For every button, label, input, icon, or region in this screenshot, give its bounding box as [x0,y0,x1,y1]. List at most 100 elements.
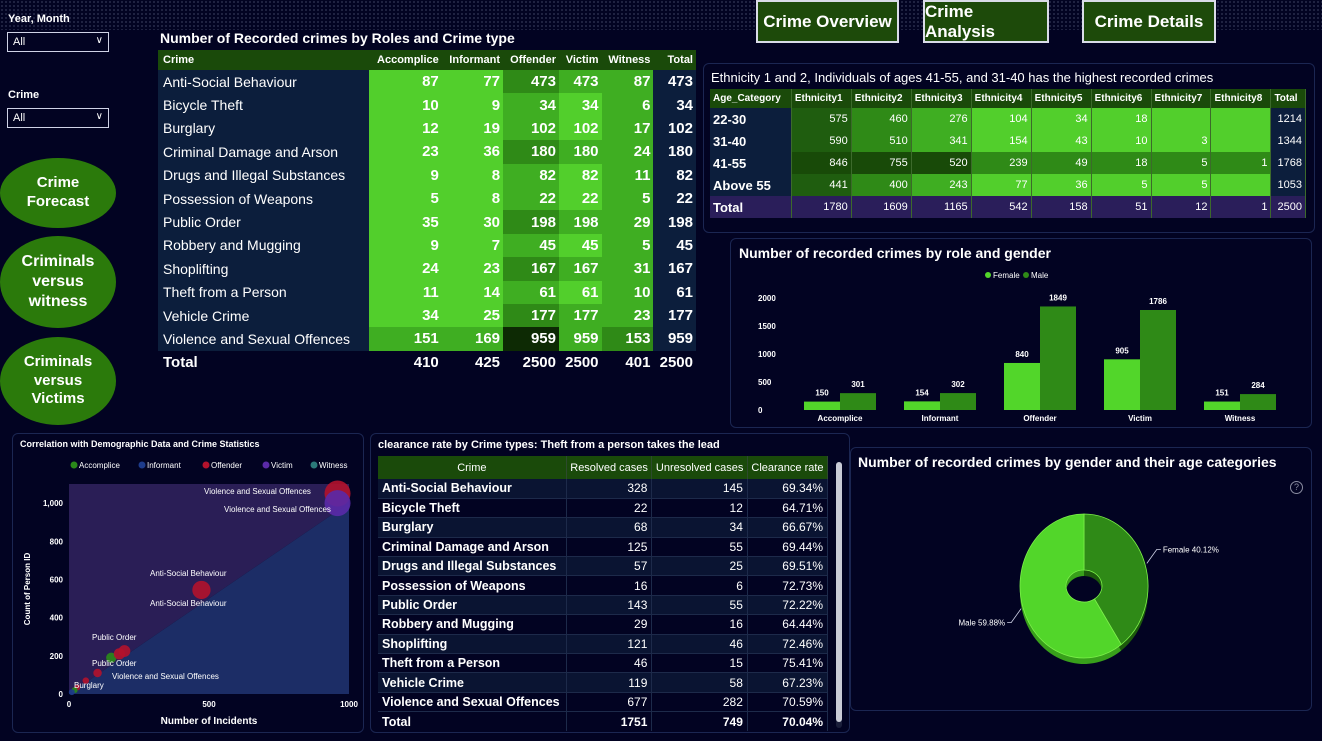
table-row[interactable]: 22-30 575 460 276 104 34 18 1214 [710,108,1306,130]
crime-forecast-button[interactable]: Crime Forecast [0,158,116,228]
scatter-point[interactable] [113,648,126,660]
value-cell: 177 [653,303,696,328]
scatter-point[interactable] [93,668,102,678]
table-row[interactable]: Public Order 35 30 198 198 29 198 [158,210,696,234]
clearance-scrollbar[interactable] [836,462,842,728]
crime-name-cell: Shoplifting [378,634,567,655]
crime-slicer[interactable]: All ∨ [7,108,109,128]
ethnicity-table: Age_Category Ethnicity1 Ethnicity2 Ethnicit… [710,89,1306,218]
scatter-point[interactable] [192,580,211,600]
table-row[interactable]: Anti-Social Behaviour 328 145 69.34% [378,479,829,499]
value-cell: 6 [651,575,748,596]
table-row[interactable]: Criminal Damage and Arson 23 36 180 180 24 180 [158,140,696,164]
column-header[interactable]: Age_Category [710,89,792,108]
value-cell: 34 [368,303,442,328]
value-cell: 10 [368,93,442,117]
column-header[interactable]: Total [1270,89,1306,108]
bar-female[interactable] [904,401,940,410]
scatter-point[interactable] [82,677,90,684]
table-row[interactable]: Burglary 12 19 102 102 17 102 [158,116,696,141]
table-row[interactable]: Anti-Social Behaviour 87 77 473 473 87 473 [158,70,696,94]
table-row[interactable]: Shoplifting 24 23 167 167 31 167 [158,257,696,281]
scatter-point[interactable] [68,689,75,696]
table-row[interactable]: Vehicle Crime 119 58 67.23% [378,672,829,693]
bar-female[interactable] [1104,359,1140,410]
crime-analysis-button[interactable]: Crime Analysis [923,0,1049,43]
table-row[interactable]: 41-55 846 755 520 239 49 18 5 1 1768 [710,152,1306,174]
value-cell: 23 [601,303,654,328]
column-header[interactable]: Total [653,50,696,70]
table-row[interactable]: Shoplifting 121 46 72.46% [378,634,829,655]
bar-male[interactable] [1240,394,1276,410]
bar-male[interactable] [940,393,976,410]
bar-male[interactable] [1040,306,1076,410]
column-header[interactable]: Ethnicity1 [791,89,852,108]
donut-slice-female[interactable] [1083,513,1149,646]
criminals-vs-victims-button[interactable]: Criminals versus Victims [0,337,116,425]
column-header[interactable]: Ethnicity5 [1031,89,1092,108]
crime-details-button[interactable]: Crime Details [1082,0,1216,43]
column-header[interactable]: Unresolved cases [651,456,748,479]
column-header[interactable]: Ethnicity6 [1091,89,1152,108]
x-tick-label: 1000 [340,700,358,709]
table-row[interactable]: Criminal Damage and Arson 125 55 69.44% [378,537,829,558]
table-row[interactable]: Violence and Sexual Offences 151 169 959 959… [158,327,696,351]
crime-name-cell: Public Order [378,595,567,616]
table-row[interactable]: Theft from a Person 46 15 75.41% [378,653,829,674]
column-header[interactable]: Crime [158,50,369,70]
bar-female[interactable] [1004,362,1040,410]
table-row[interactable]: Above 55 441 400 243 77 36 5 5 1053 [710,174,1306,196]
table-row[interactable]: Burglary 68 34 66.67% [378,517,829,538]
value-cell: 75.41% [747,653,829,674]
bar-male[interactable] [1140,309,1176,410]
crime-overview-button[interactable]: Crime Overview [756,0,899,43]
column-header[interactable]: Ethnicity4 [971,89,1032,108]
column-header[interactable]: Clearance rate [747,456,829,479]
column-header[interactable]: Ethnicity7 [1151,89,1212,108]
column-header[interactable]: Resolved cases [566,456,653,479]
scrollbar-thumb[interactable] [836,462,842,722]
value-cell: 473 [653,70,696,94]
value-cell: 180 [559,140,602,164]
gender-role-title: Number of recorded crimes by role and ge… [739,245,1051,261]
help-icon[interactable]: ? [1290,481,1303,494]
total-cell: 542 [971,196,1032,218]
age-category-cell: Above 55 [710,174,792,196]
table-row[interactable]: Public Order 143 55 72.22% [378,595,829,616]
column-header[interactable]: Informant [441,50,504,70]
criminals-vs-witness-button[interactable]: Criminals versus witness [0,236,116,328]
bar-female[interactable] [804,401,840,410]
column-header[interactable]: Ethnicity2 [851,89,912,108]
value-cell: 1344 [1270,130,1306,152]
column-header[interactable]: Crime [378,456,567,479]
column-header[interactable]: Witness [601,50,654,70]
table-row[interactable]: 31-40 590 510 341 154 43 10 3 1344 [710,130,1306,152]
value-cell: 34 [559,93,602,117]
table-row[interactable]: Robbery and Mugging 29 16 64.44% [378,614,829,635]
annotation-label: Violence and Sexual Offences [204,487,311,496]
table-row[interactable]: Bicycle Theft 22 12 64.71% [378,498,829,519]
column-header[interactable]: Ethnicity8 [1210,89,1272,108]
table-row[interactable]: Theft from a Person 11 14 61 61 10 61 [158,280,696,304]
column-header[interactable]: Offender [503,50,559,70]
table-row[interactable]: Vehicle Crime 34 25 177 177 23 177 [158,303,696,328]
table-row[interactable]: Drugs and Illegal Substances 57 25 69.51% [378,556,829,577]
donut-slice-male[interactable] [1019,513,1122,659]
value-cell: 23 [368,140,442,164]
table-row[interactable]: Possession of Weapons 5 8 22 22 5 22 [158,186,696,211]
table-row[interactable]: Bicycle Theft 10 9 34 34 6 34 [158,93,696,117]
table-row[interactable]: Robbery and Mugging 9 7 45 45 5 45 [158,233,696,258]
bar-male[interactable] [840,393,876,410]
year-month-slicer[interactable]: All ∨ [7,32,109,52]
table-row[interactable]: Possession of Weapons 16 6 72.73% [378,575,829,596]
value-cell: 341 [911,130,972,152]
crime-name-cell: Drugs and Illegal Substances [378,556,567,577]
bar-female[interactable] [1204,401,1240,410]
column-header[interactable]: Accomplice [368,50,442,70]
column-header[interactable]: Ethnicity3 [911,89,972,108]
scatter-point[interactable] [106,652,117,663]
table-row[interactable]: Violence and Sexual Offences 677 282 70.59% [378,692,829,713]
table-row[interactable]: Drugs and Illegal Substances 9 8 82 82 11 82 [158,163,696,187]
column-header[interactable]: Victim [559,50,602,70]
scatter-point[interactable] [324,490,351,517]
